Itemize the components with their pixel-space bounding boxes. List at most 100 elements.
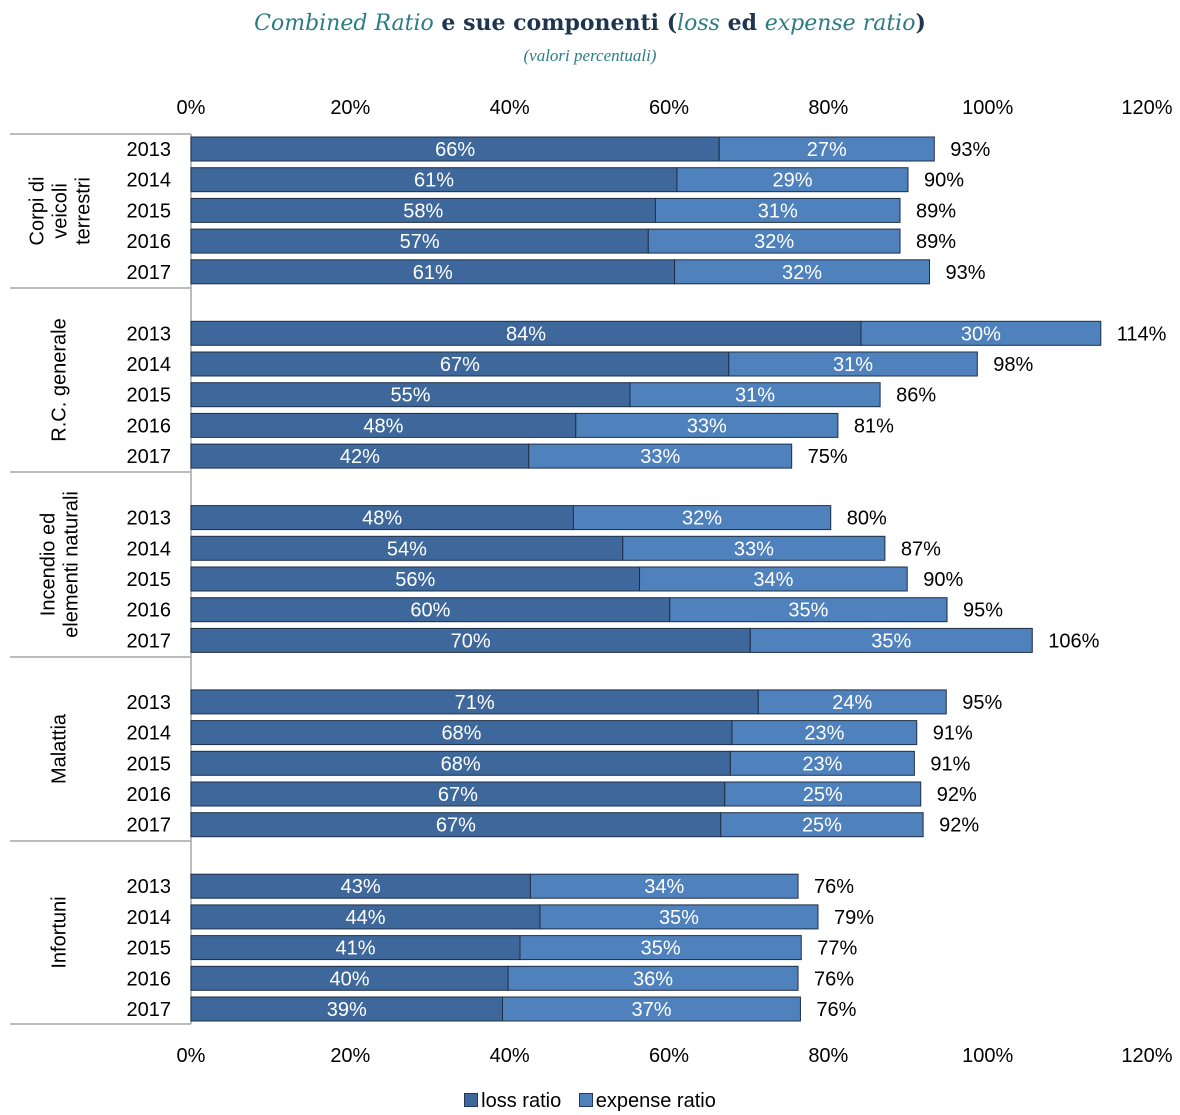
expense-ratio-label: 25%	[803, 784, 843, 806]
expense-ratio-label: 29%	[772, 170, 812, 192]
x-tick-label-bottom: 60%	[649, 1045, 689, 1067]
chart-title-part4: ed	[719, 10, 765, 36]
loss-ratio-label: 67%	[438, 784, 478, 806]
loss-ratio-bar	[190, 750, 731, 776]
group-label: elementi naturali	[60, 491, 82, 638]
legend-item-loss: loss ratio	[464, 1090, 561, 1113]
combined-ratio-label: 90%	[923, 569, 963, 591]
stacked-bar-chart: 0% 0% 20% 20% 40% 40% 60% 60% 80% 80% 100% 100% 120%…	[10, 97, 1173, 1067]
group-label: Corpi di	[26, 177, 48, 246]
year-label: 2013	[127, 139, 172, 161]
loss-ratio-label: 68%	[441, 753, 481, 775]
loss-ratio-label: 55%	[390, 385, 430, 407]
expense-ratio-bar	[529, 873, 799, 899]
combined-ratio-label: 80%	[847, 508, 887, 530]
x-tick-label-bottom: 0%	[177, 1045, 206, 1067]
expense-ratio-label: 23%	[804, 723, 844, 745]
year-label: 2016	[127, 600, 172, 622]
chart-title-part1: Combined Ratio	[254, 11, 434, 36]
expense-ratio-bar	[654, 197, 901, 223]
legend-label-loss: loss ratio	[481, 1090, 562, 1112]
group-label: R.C. generale	[48, 318, 70, 441]
loss-ratio-bar	[190, 351, 730, 377]
year-label: 2016	[127, 231, 172, 253]
x-tick-label-top: 80%	[808, 97, 848, 119]
expense-ratio-label: 35%	[659, 907, 699, 929]
loss-ratio-label: 67%	[436, 815, 476, 837]
expense-ratio-bar	[731, 720, 918, 746]
year-label: 2015	[127, 753, 172, 775]
combined-ratio-label: 95%	[962, 692, 1002, 714]
year-label: 2013	[127, 692, 172, 714]
expense-ratio-bar	[539, 904, 819, 930]
chart-title-part3: loss	[677, 11, 720, 36]
year-label: 2017	[127, 999, 172, 1021]
loss-ratio-bar	[190, 535, 624, 561]
loss-ratio-label: 66%	[435, 139, 475, 161]
loss-ratio-bar	[190, 228, 649, 254]
loss-ratio-label: 40%	[330, 968, 370, 990]
combined-ratio-label: 81%	[854, 415, 894, 437]
x-tick-label-bottom: 40%	[490, 1045, 530, 1067]
combined-ratio-label: 92%	[937, 784, 977, 806]
combined-ratio-label: 93%	[950, 139, 990, 161]
legend-swatch-loss	[464, 1093, 479, 1107]
x-tick-label-bottom: 100%	[962, 1045, 1013, 1067]
year-label: 2014	[127, 170, 172, 192]
combined-ratio-label: 90%	[924, 170, 964, 192]
expense-ratio-bar	[749, 627, 1033, 653]
expense-ratio-label: 33%	[687, 415, 727, 437]
loss-ratio-bar	[190, 720, 733, 746]
group-label: Malattia	[48, 713, 70, 784]
combined-ratio-label: 76%	[814, 968, 854, 990]
combined-ratio-label: 91%	[933, 723, 973, 745]
loss-ratio-label: 48%	[363, 415, 403, 437]
expense-ratio-label: 35%	[871, 630, 911, 652]
expense-ratio-bar	[519, 935, 802, 961]
year-label: 2017	[127, 815, 172, 837]
x-tick-label-bottom: 120%	[1121, 1045, 1172, 1067]
combined-ratio-label: 114%	[1117, 323, 1167, 345]
expense-ratio-bar	[622, 535, 886, 561]
year-label: 2014	[127, 354, 172, 376]
legend-label-expense: expense ratio	[595, 1090, 716, 1112]
loss-ratio-bar	[190, 167, 678, 193]
loss-ratio-bar	[190, 812, 722, 838]
loss-ratio-bar	[190, 904, 541, 930]
loss-ratio-bar	[190, 412, 577, 438]
loss-ratio-bar	[190, 935, 521, 961]
loss-ratio-label: 44%	[345, 907, 385, 929]
expense-ratio-bar	[720, 812, 924, 838]
expense-ratio-label: 37%	[631, 999, 671, 1021]
expense-ratio-label: 33%	[640, 446, 680, 468]
year-label: 2015	[127, 569, 172, 591]
expense-ratio-bar	[639, 566, 908, 592]
year-label: 2016	[127, 784, 172, 806]
combined-ratio-label: 95%	[963, 600, 1003, 622]
year-label: 2017	[127, 262, 172, 284]
expense-ratio-label: 35%	[788, 600, 828, 622]
year-label: 2014	[127, 723, 172, 745]
x-tick-label-top: 60%	[649, 97, 689, 119]
expense-ratio-bar	[572, 505, 832, 531]
legend-swatch-expense	[578, 1093, 593, 1107]
combined-ratio-label: 91%	[930, 753, 970, 775]
group-label: Incendio ed	[37, 513, 59, 616]
loss-ratio-label: 48%	[362, 508, 402, 530]
loss-ratio-label: 41%	[335, 938, 375, 960]
combined-ratio-label: 92%	[939, 815, 979, 837]
combined-ratio-label: 75%	[808, 446, 848, 468]
x-tick-label-top: 20%	[330, 97, 370, 119]
x-tick-label-bottom: 80%	[808, 1045, 848, 1067]
loss-ratio-bar	[190, 781, 726, 807]
year-label: 2013	[127, 876, 172, 898]
year-label: 2014	[127, 538, 172, 560]
chart-title-part6: )	[915, 10, 926, 36]
combined-ratio-label: 86%	[896, 385, 936, 407]
group-label: veicoli	[49, 183, 71, 239]
loss-ratio-label: 61%	[414, 170, 454, 192]
expense-ratio-bar	[674, 259, 931, 285]
expense-ratio-label: 23%	[802, 753, 842, 775]
expense-ratio-bar	[724, 781, 922, 807]
expense-ratio-label: 31%	[735, 385, 775, 407]
